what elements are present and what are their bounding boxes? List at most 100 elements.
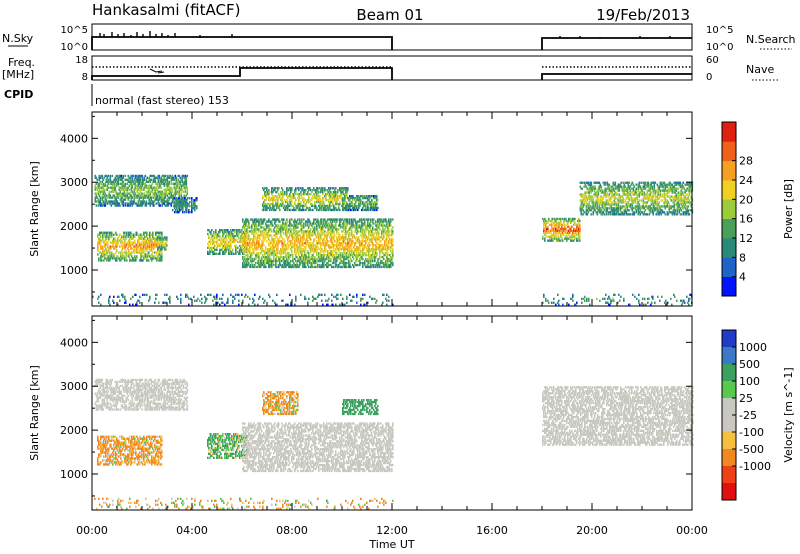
power-cell (366, 246, 368, 249)
power-cell (274, 222, 276, 225)
power-cell (353, 220, 355, 223)
power-cell (120, 188, 123, 191)
power-cell (314, 256, 316, 259)
power-cell (138, 174, 141, 178)
power-cell (274, 250, 276, 253)
power-cell (384, 228, 386, 231)
power-cell (185, 203, 187, 206)
power-cell (360, 200, 362, 204)
power-cell (338, 234, 340, 237)
power-cell (115, 231, 117, 234)
power-cell (260, 265, 262, 269)
power-cell (368, 259, 370, 263)
power-cell (278, 228, 280, 231)
power-cell (162, 246, 164, 249)
power-cell (327, 230, 329, 233)
power-cell (282, 189, 284, 192)
power-cell (171, 178, 174, 181)
power-cell (137, 245, 139, 248)
power-cell (130, 202, 133, 205)
power-cell (120, 182, 123, 185)
power-cell (140, 233, 142, 236)
power-cell (299, 230, 301, 233)
power-cell (372, 259, 374, 263)
power-cell (177, 199, 179, 202)
power-cell (290, 208, 292, 212)
power-cell (114, 180, 117, 183)
power-cell (370, 261, 372, 265)
power-cell (181, 197, 183, 200)
power-cell (116, 249, 118, 252)
power-cell (108, 237, 110, 240)
power-cell (294, 220, 296, 223)
power-cell (277, 224, 279, 227)
power-cell (306, 232, 308, 235)
power-cell (213, 232, 215, 236)
power-cell (276, 240, 278, 243)
power-cell (258, 224, 260, 227)
power-cell (257, 244, 259, 247)
power-cell (244, 263, 246, 267)
power-cell (282, 191, 284, 194)
power-cell (224, 242, 226, 246)
power-cell (245, 222, 247, 225)
power-cell (134, 196, 137, 199)
power-cell (332, 218, 334, 221)
power-cell (319, 259, 321, 263)
power-cell (152, 204, 155, 207)
power-cell (94, 184, 97, 187)
power-cell (304, 191, 306, 194)
power-cell (153, 180, 156, 183)
power-cell (146, 196, 149, 199)
power-cell (222, 244, 224, 248)
power-cell (341, 230, 343, 233)
power-cell (184, 203, 186, 206)
power-cell (155, 257, 157, 260)
power-cell (343, 222, 345, 225)
power-cell (349, 263, 351, 267)
power-cell (262, 259, 264, 263)
power-cell (548, 217, 550, 221)
power-cell (240, 238, 242, 242)
power-cell (127, 178, 130, 181)
power-cell (104, 174, 107, 178)
power-cell (161, 240, 163, 243)
power-cell (120, 259, 122, 262)
power-cell (298, 246, 300, 249)
power-cell (259, 236, 261, 239)
power-cell (178, 202, 181, 205)
power-cell (147, 259, 149, 262)
power-cell (257, 238, 259, 241)
power-cell (135, 184, 138, 187)
power-cell (109, 245, 111, 248)
power-cell (347, 232, 349, 235)
power-cell (304, 254, 306, 257)
power-cell (308, 198, 310, 202)
power-cell (344, 250, 346, 253)
power-cell (288, 252, 290, 255)
power-cell (170, 194, 173, 197)
power-cell (232, 229, 234, 232)
power-cell (115, 259, 117, 262)
power-cell (351, 244, 353, 247)
power-cell (253, 259, 255, 263)
power-cell (142, 196, 145, 199)
power-cell (261, 222, 263, 225)
power-cell (102, 247, 104, 250)
power-cell (152, 235, 154, 238)
power-cell (277, 226, 279, 229)
power-cell (224, 244, 226, 248)
power-cell (293, 193, 295, 196)
power-cell (333, 226, 335, 229)
power-cell (278, 263, 280, 267)
power-cell (307, 261, 309, 265)
power-cell (267, 232, 269, 235)
power-cell (230, 246, 232, 249)
power-cell (180, 192, 183, 195)
power-cell (99, 239, 101, 242)
power-cell (332, 232, 334, 235)
power-cell (306, 236, 308, 239)
power-cell (344, 232, 346, 235)
power-cell (294, 226, 296, 229)
